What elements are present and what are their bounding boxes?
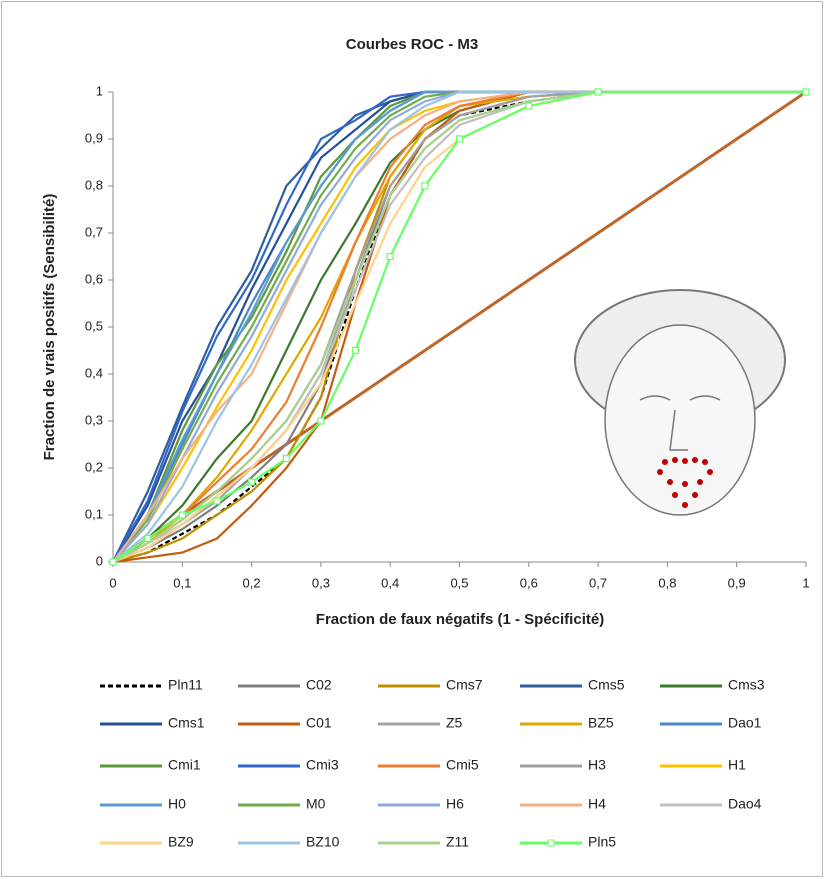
series-marker: [351, 346, 360, 355]
x-tick-label: 0,7: [589, 575, 607, 590]
series-marker: [386, 252, 394, 261]
legend-marker: [547, 839, 555, 847]
x-tick-label: 0,2: [243, 575, 261, 590]
legend-label: H3: [588, 757, 606, 773]
y-tick-label: 0,7: [85, 224, 103, 239]
legend-label: Cms3: [728, 677, 765, 693]
series-marker: [594, 88, 602, 96]
series-marker: [178, 511, 186, 519]
x-tick-label: 0,1: [173, 575, 191, 590]
x-tick-label: 0,3: [312, 575, 330, 590]
legend-label: H6: [446, 796, 464, 812]
legend-label: BZ9: [168, 834, 194, 850]
legend-label: M0: [306, 796, 326, 812]
series-marker: [248, 478, 256, 486]
series-marker: [282, 455, 290, 463]
legend-label: Cmi5: [446, 757, 479, 773]
series-marker: [144, 534, 152, 543]
legend-label: H0: [168, 796, 186, 812]
series-marker: [109, 558, 117, 566]
legend-label: Cms7: [446, 677, 483, 693]
x-tick-label: 1: [802, 575, 809, 590]
legend-label: H4: [588, 796, 606, 812]
chart-title: Courbes ROC - M3: [346, 36, 479, 53]
y-tick-label: 0,2: [85, 459, 103, 474]
diagonal-line: [112, 90, 807, 564]
series-marker: [317, 417, 325, 425]
y-tick-label: 0,5: [85, 318, 103, 333]
legend-label: Cms1: [168, 715, 205, 731]
legend-label: Z5: [446, 715, 463, 731]
series-line: [112, 90, 806, 563]
legend-label: Cmi1: [168, 757, 201, 773]
legend-label: Cmi3: [306, 757, 339, 773]
series-marker: [213, 497, 221, 505]
series-marker: [421, 182, 429, 190]
legend-label: H1: [728, 757, 746, 773]
legend-label: BZ5: [588, 715, 614, 731]
series-line: [112, 90, 806, 563]
y-tick-label: 0,3: [85, 412, 103, 427]
x-tick-label: 0,6: [520, 575, 538, 590]
series-marker: [455, 135, 464, 143]
y-tick-label: 0,6: [85, 271, 103, 286]
x-tick-label: 0,4: [381, 575, 399, 590]
x-tick-label: 0,9: [728, 575, 746, 590]
y-tick-label: 1: [96, 83, 103, 98]
legend-label: C02: [306, 677, 332, 693]
y-tick-label: 0,8: [85, 177, 103, 192]
y-tick-label: 0,9: [85, 130, 103, 145]
x-axis-title: Fraction de faux négatifs (1 - Spécifici…: [316, 611, 604, 628]
legend-label: C01: [306, 715, 332, 731]
y-axis-title: Fraction de vrais positifs (Sensibilité): [41, 194, 58, 461]
series-marker: [525, 102, 533, 110]
x-tick-label: 0,5: [450, 575, 468, 590]
legend-label: Dao4: [728, 796, 762, 812]
legend-label: Pln5: [588, 834, 616, 850]
y-tick-label: 0,1: [85, 506, 103, 521]
legend-label: Pln11: [168, 677, 203, 693]
legend-label: Z11: [446, 834, 469, 850]
legend-label: Cms5: [588, 677, 625, 693]
series-marker: [802, 88, 810, 96]
legend-label: Dao1: [728, 715, 762, 731]
x-tick-label: 0: [109, 575, 116, 590]
series-line: [112, 90, 806, 563]
face-illustration: [574, 289, 786, 516]
x-tick-label: 0,8: [658, 575, 676, 590]
y-tick-label: 0,4: [85, 365, 103, 380]
legend-label: BZ10: [306, 834, 340, 850]
y-tick-label: 0: [96, 553, 103, 568]
